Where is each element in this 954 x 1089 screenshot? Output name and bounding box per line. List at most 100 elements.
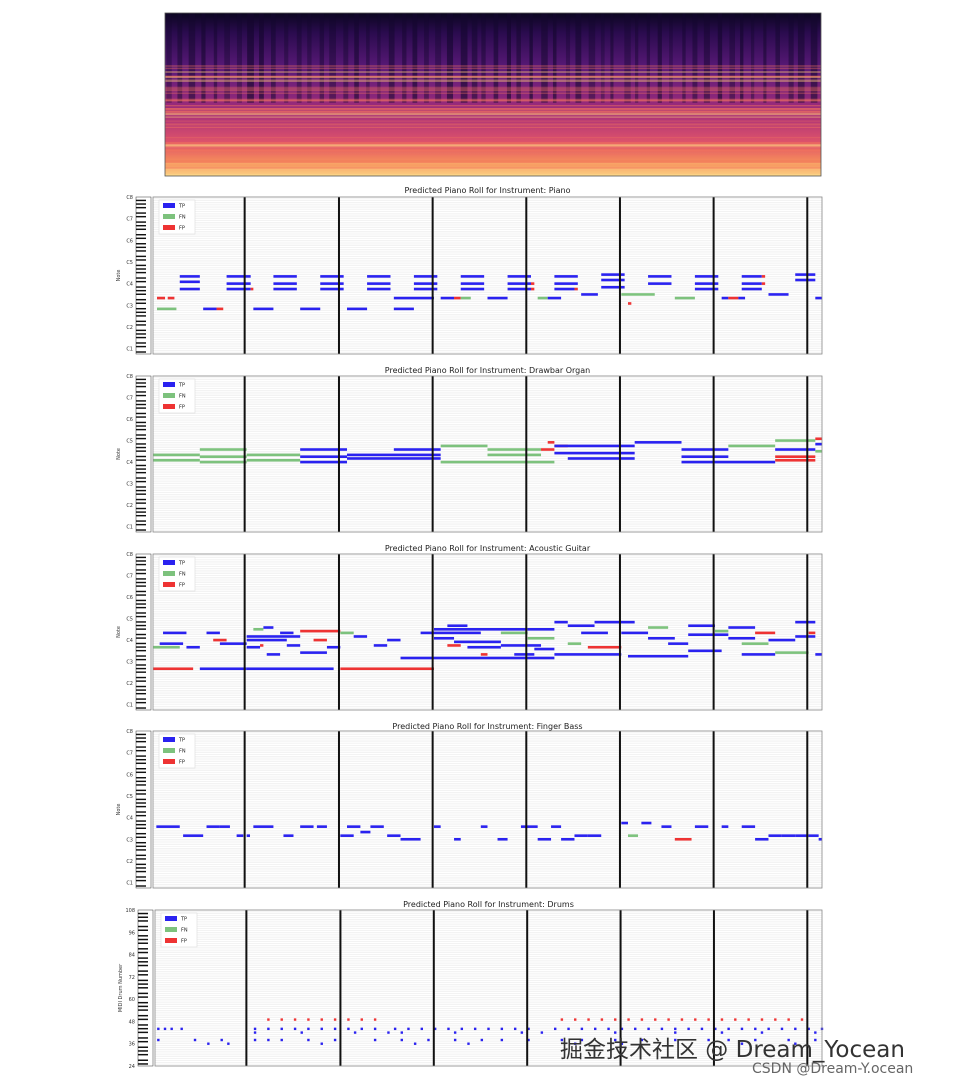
note-fn (741, 642, 769, 645)
note-fp (300, 629, 341, 633)
drum-hit-fp (280, 1018, 283, 1021)
note-tp (433, 636, 455, 640)
black-key (138, 1053, 148, 1056)
black-key (138, 1059, 148, 1061)
spectrogram-harmonic (165, 136, 821, 139)
note-tp (681, 455, 729, 458)
spectrogram-onset (388, 13, 395, 103)
drum-hit-tp (207, 1042, 210, 1045)
note-fn (815, 450, 822, 453)
note-tp (226, 287, 251, 291)
drum-hit-fp (320, 1018, 323, 1021)
black-key (136, 685, 146, 688)
note-tp (467, 645, 501, 649)
note-tp (320, 275, 344, 278)
spectrogram-frame (164, 12, 822, 177)
black-key (136, 523, 146, 526)
y-tick-label: C6 (126, 417, 133, 423)
black-key (138, 1005, 148, 1008)
note-tp (587, 834, 602, 837)
drum-hit-tp (427, 1038, 430, 1042)
note-tp (487, 296, 508, 300)
drum-hit-fp (360, 1018, 363, 1021)
black-key (136, 450, 146, 452)
drum-hit-tp (373, 1038, 377, 1042)
note-tp (273, 275, 297, 278)
drum-hit-tp (607, 1027, 610, 1031)
drum-hit-tp (220, 1038, 223, 1042)
note-tp (795, 278, 816, 282)
black-key (136, 529, 146, 531)
black-key (136, 215, 146, 218)
black-key (136, 289, 146, 292)
drum-hit-tp (373, 1027, 377, 1031)
legend-swatch-fp (165, 938, 177, 943)
y-tick-label: C3 (126, 660, 133, 666)
y-tick-label: 60 (129, 997, 135, 1003)
black-key (138, 1046, 148, 1048)
note-tp (393, 448, 441, 451)
keyboard-strip (135, 375, 152, 533)
black-key (136, 758, 146, 761)
note-fn (567, 642, 582, 645)
note-fn (153, 453, 200, 457)
drum-hit-tp (333, 1027, 337, 1031)
piano-roll-panel-3: Predicted Piano Roll for Instrument: Aco… (116, 544, 823, 711)
note-tp (554, 653, 622, 656)
spectrogram-onset (460, 13, 468, 103)
spectrogram-onset (703, 13, 710, 103)
spectrogram-onset (810, 13, 818, 103)
note-tp (163, 631, 187, 635)
spectrogram-harmonic (165, 153, 821, 156)
note-fp (216, 307, 224, 311)
note-tp (768, 293, 789, 296)
black-key (136, 378, 146, 381)
legend-swatch-fp (163, 759, 175, 764)
y-tick-label: C6 (126, 238, 133, 244)
note-tp (554, 620, 568, 624)
spectrogram-onset (588, 13, 596, 103)
note-tp (627, 654, 689, 658)
note-tp (537, 837, 552, 841)
black-key (136, 762, 146, 765)
black-key (136, 698, 146, 700)
spectrogram-onset (259, 13, 264, 103)
black-key (136, 603, 146, 605)
drum-hit-tp (754, 1027, 757, 1031)
spectrogram-onset (575, 13, 582, 103)
note-tp (413, 287, 438, 291)
drum-hit-tp (767, 1027, 770, 1031)
black-key (136, 400, 146, 402)
black-key (138, 912, 148, 915)
drum-hit-tp (567, 1027, 570, 1031)
spectrogram-onset (343, 13, 349, 103)
black-key (136, 867, 146, 869)
note-tp (433, 656, 555, 660)
note-tp (681, 460, 776, 464)
spectrogram-harmonic (165, 149, 821, 152)
black-key (138, 1063, 148, 1065)
note-tp (688, 649, 722, 653)
black-key (136, 658, 146, 661)
y-tick-label: C3 (126, 837, 133, 843)
black-key (136, 434, 146, 436)
note-tp (300, 651, 327, 654)
spectrogram-onset (296, 13, 302, 103)
note-fn (527, 636, 555, 640)
spectrogram-harmonic (165, 171, 821, 174)
spectrogram-harmonic (165, 100, 821, 102)
black-key (136, 771, 146, 774)
note-tp (387, 638, 401, 642)
black-key (136, 870, 146, 873)
black-key (136, 520, 146, 522)
black-key (138, 970, 148, 972)
spectrogram-onset (329, 13, 336, 103)
drum-hit-fp (800, 1018, 804, 1021)
spectrogram-onset (188, 13, 196, 103)
note-tp (795, 834, 809, 837)
note-fn (253, 628, 264, 631)
note-fn (627, 834, 639, 837)
note-tp (347, 453, 441, 457)
y-axis-label: MIDI Drum Number (118, 963, 124, 1012)
note-tp (581, 631, 608, 635)
